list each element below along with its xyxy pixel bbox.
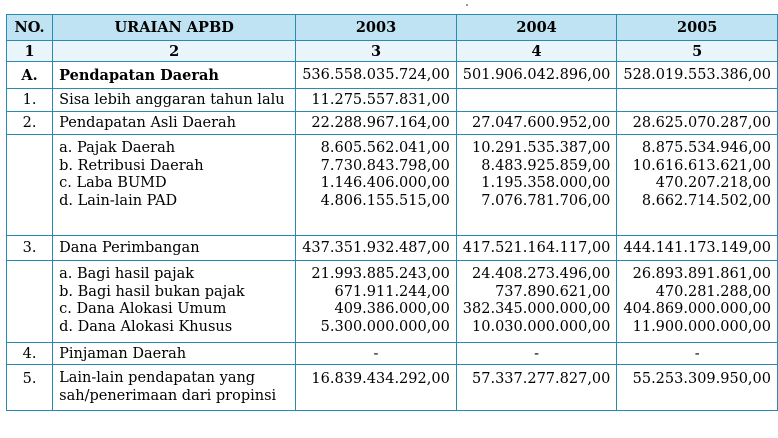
value-2003: 437.351.932.487,00 [295,235,457,261]
pad-detail-2005: 8.875.534.946,00 10.616.613.621,00 470.2… [616,134,778,236]
row-label: Pinjaman Daerah [52,342,297,365]
detail-value: 8.875.534.946,00 [641,140,771,156]
row-label: Sisa lebih anggaran tahun lalu [52,88,297,112]
detail-value: 26.893.891.861,00 [632,266,771,282]
detail-value: 10.616.613.621,00 [632,157,771,174]
value-2005 [616,88,778,112]
value-2003: 11.275.557.831,00 [295,88,457,112]
detail-label: d. Dana Alokasi Khusus [59,318,233,335]
stray-dot [466,4,468,6]
detail-value: 1.195.358.000,00 [481,175,611,191]
row-label: Lain-lain pendapatan yang sah/penerimaan… [52,364,297,411]
pad-detail-2003: 8.605.562.041,00 7.730.843.798,00 1.146.… [295,134,457,236]
header-no: NO. [5,14,54,41]
detail-value: 7.076.781.706,00 [481,192,611,209]
detail-value: 1.146.406.000,00 [320,175,450,191]
value-2003: 22.288.967.164,00 [295,111,457,135]
value-2004: 501.906.042.896,00 [455,61,618,89]
row-pinjaman-daerah: 4. Pinjaman Daerah - - - [5,342,778,365]
perimbangan-detail-2004: 24.408.273.496,00 737.890.621,00 382.345… [455,260,618,343]
value-2003: 16.839.434.292,00 [295,364,457,411]
row-label-line: Lain-lain pendapatan yang [59,370,256,386]
perimbangan-detail-labels: a. Bagi hasil pajak b. Bagi hasil bukan … [52,260,297,343]
value-2003: 536.558.035.724,00 [295,61,457,89]
value-2005: - [616,342,778,365]
detail-label: d. Lain-lain PAD [59,192,178,209]
row-no: 3. [5,235,54,261]
row-sisa-lebih: 1. Sisa lebih anggaran tahun lalu 11.275… [5,88,778,112]
value-2004 [455,88,618,112]
row-pad-details: a. Pajak Daerah b. Retribusi Daerah c. L… [5,134,778,236]
row-lain-lain: 5. Lain-lain pendapatan yang sah/penerim… [5,364,778,411]
detail-value: 404.869.000.000,00 [623,301,771,317]
value-2005: 444.141.173.149,00 [616,235,778,261]
row-no: A. [5,61,54,89]
colnum-5: 5 [616,40,778,62]
value-2003: - [295,342,457,365]
row-label-line: sah/penerimaan dari propinsi [59,388,277,404]
header-2005: 2005 [616,14,778,41]
header-2003: 2003 [295,14,457,41]
perimbangan-detail-2005: 26.893.891.861,00 470.281.288,00 404.869… [616,260,778,343]
row-dana-perimbangan-details: a. Bagi hasil pajak b. Bagi hasil bukan … [5,260,778,343]
colnum-3: 3 [295,40,457,62]
row-no: 5. [5,364,54,411]
header-row: NO. URAIAN APBD 2003 2004 2005 [5,14,778,41]
row-no-empty [5,260,54,343]
detail-value: 470.281.288,00 [655,283,771,300]
row-pendapatan-daerah: A. Pendapatan Daerah 536.558.035.724,00 … [5,61,778,89]
detail-value: 8.662.714.502,00 [641,192,771,209]
row-label: Dana Perimbangan [52,235,297,261]
detail-value: 11.900.000.000,00 [632,318,771,335]
value-2004: 27.047.600.952,00 [455,111,618,135]
detail-value: 737.890.621,00 [495,283,611,300]
row-no: 1. [5,88,54,112]
colnum-1: 1 [5,40,54,62]
pad-detail-2004: 10.291.535.387,00 8.483.925.859,00 1.195… [455,134,618,236]
detail-value: 21.993.885.243,00 [311,266,450,282]
value-2004: 417.521.164.117,00 [455,235,618,261]
apbd-table: NO. URAIAN APBD 2003 2004 2005 1 2 3 4 5… [5,14,778,411]
row-no: 4. [5,342,54,365]
header-2004: 2004 [455,14,618,41]
row-label: Pendapatan Asli Daerah [52,111,297,135]
value-2005: 55.253.309.950,00 [616,364,778,411]
row-no: 2. [5,111,54,135]
detail-value: 7.730.843.798,00 [320,157,450,174]
column-number-row: 1 2 3 4 5 [5,40,778,62]
detail-value: 5.300.000.000,00 [320,318,450,335]
perimbangan-detail-2003: 21.993.885.243,00 671.911.244,00 409.386… [295,260,457,343]
value-2005: 28.625.070.287,00 [616,111,778,135]
apbd-table-container: NO. URAIAN APBD 2003 2004 2005 1 2 3 4 5… [5,14,778,411]
detail-label: a. Pajak Daerah [59,140,176,156]
detail-value: 10.030.000.000,00 [472,318,611,335]
row-dana-perimbangan: 3. Dana Perimbangan 437.351.932.487,00 4… [5,235,778,261]
detail-value: 8.483.925.859,00 [481,157,611,174]
detail-value: 24.408.273.496,00 [472,266,611,282]
value-2004: - [455,342,618,365]
detail-value: 10.291.535.387,00 [472,140,611,156]
detail-label: c. Laba BUMD [59,175,167,191]
value-2005: 528.019.553.386,00 [616,61,778,89]
colnum-2: 2 [52,40,297,62]
row-label: Pendapatan Daerah [52,61,297,89]
detail-value: 409.386.000,00 [334,301,450,317]
detail-value: 8.605.562.041,00 [320,140,450,156]
detail-label: c. Dana Alokasi Umum [59,301,227,317]
row-no-empty [5,134,54,236]
detail-value: 4.806.155.515,00 [320,192,450,209]
detail-label: b. Retribusi Daerah [59,157,204,174]
value-2004: 57.337.277.827,00 [455,364,618,411]
detail-value: 671.911.244,00 [334,283,450,300]
detail-value: 382.345.000.000,00 [462,301,611,317]
detail-label: a. Bagi hasil pajak [59,266,194,282]
detail-value: 470.207.218,00 [655,175,771,191]
header-uraian: URAIAN APBD [52,14,297,41]
colnum-4: 4 [455,40,618,62]
pad-detail-labels: a. Pajak Daerah b. Retribusi Daerah c. L… [52,134,297,236]
detail-label: b. Bagi hasil bukan pajak [59,283,245,300]
row-pad: 2. Pendapatan Asli Daerah 22.288.967.164… [5,111,778,135]
